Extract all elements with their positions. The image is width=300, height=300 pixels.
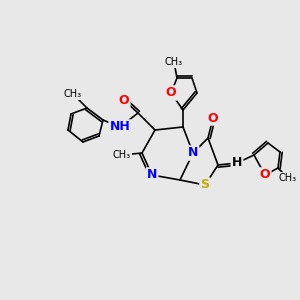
Text: O: O bbox=[119, 94, 129, 106]
Text: O: O bbox=[260, 169, 270, 182]
Text: O: O bbox=[166, 86, 176, 100]
Text: S: S bbox=[200, 178, 209, 191]
Text: H: H bbox=[232, 157, 242, 169]
Text: CH₃: CH₃ bbox=[279, 173, 297, 183]
Text: O: O bbox=[208, 112, 218, 124]
Text: CH₃: CH₃ bbox=[64, 89, 82, 99]
Text: CH₃: CH₃ bbox=[113, 150, 131, 160]
Text: N: N bbox=[188, 146, 198, 160]
Text: NH: NH bbox=[110, 121, 130, 134]
Text: N: N bbox=[147, 169, 157, 182]
Text: CH₃: CH₃ bbox=[165, 57, 183, 67]
